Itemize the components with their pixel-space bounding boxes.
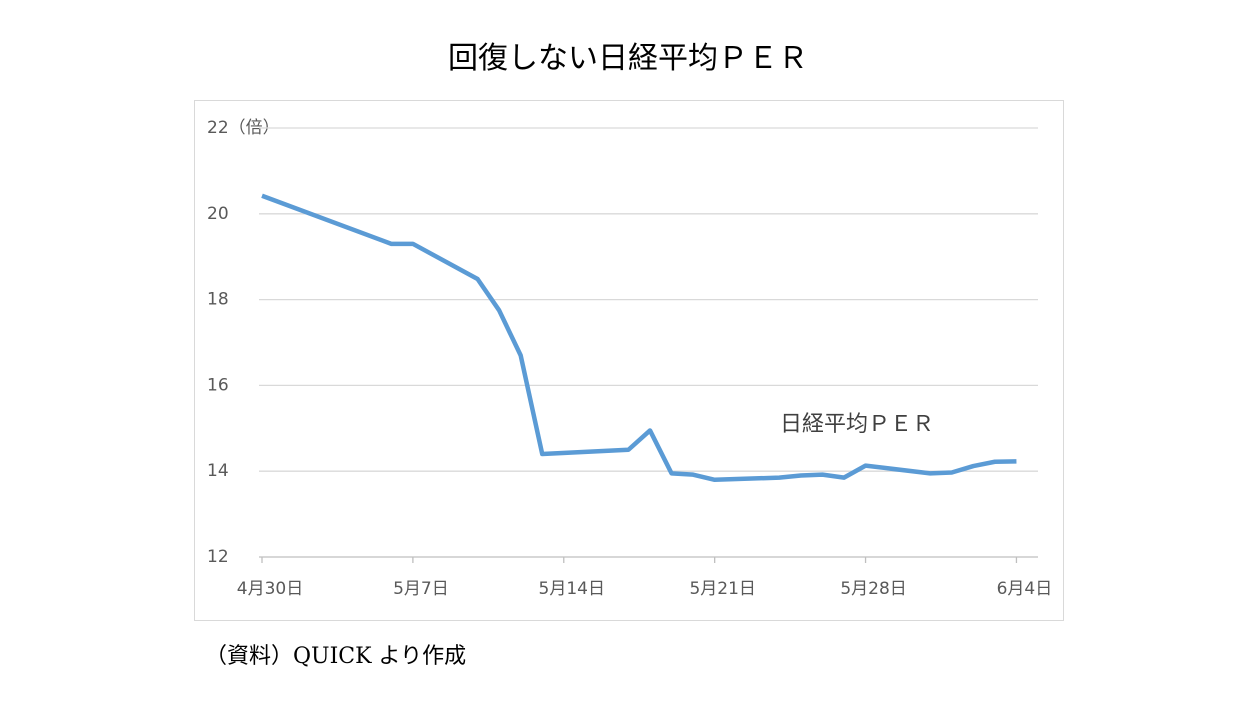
x-tick-label: 5月7日: [393, 579, 449, 599]
y-tick-label: 12: [207, 547, 229, 567]
series-label: 日経平均ＰＥＲ: [780, 412, 934, 437]
chart-frame: [194, 100, 1064, 621]
y-tick-label: 22（倍）: [207, 118, 280, 138]
y-tick-label: 16: [207, 375, 229, 395]
x-tick-label: 5月28日: [840, 579, 906, 599]
x-tick-label: 5月21日: [689, 579, 755, 599]
chart-title: 回復しない日経平均ＰＥＲ: [448, 41, 808, 76]
x-tick-label: 6月4日: [997, 579, 1053, 599]
y-tick-label: 14: [207, 461, 229, 481]
y-tick-label: 18: [207, 290, 229, 310]
x-tick-label: 4月30日: [237, 579, 303, 599]
x-tick-label: 5月14日: [539, 579, 605, 599]
source-note: （資料）QUICK より作成: [205, 644, 466, 669]
data-line: [261, 193, 1017, 483]
y-tick-label: 20: [207, 204, 229, 224]
